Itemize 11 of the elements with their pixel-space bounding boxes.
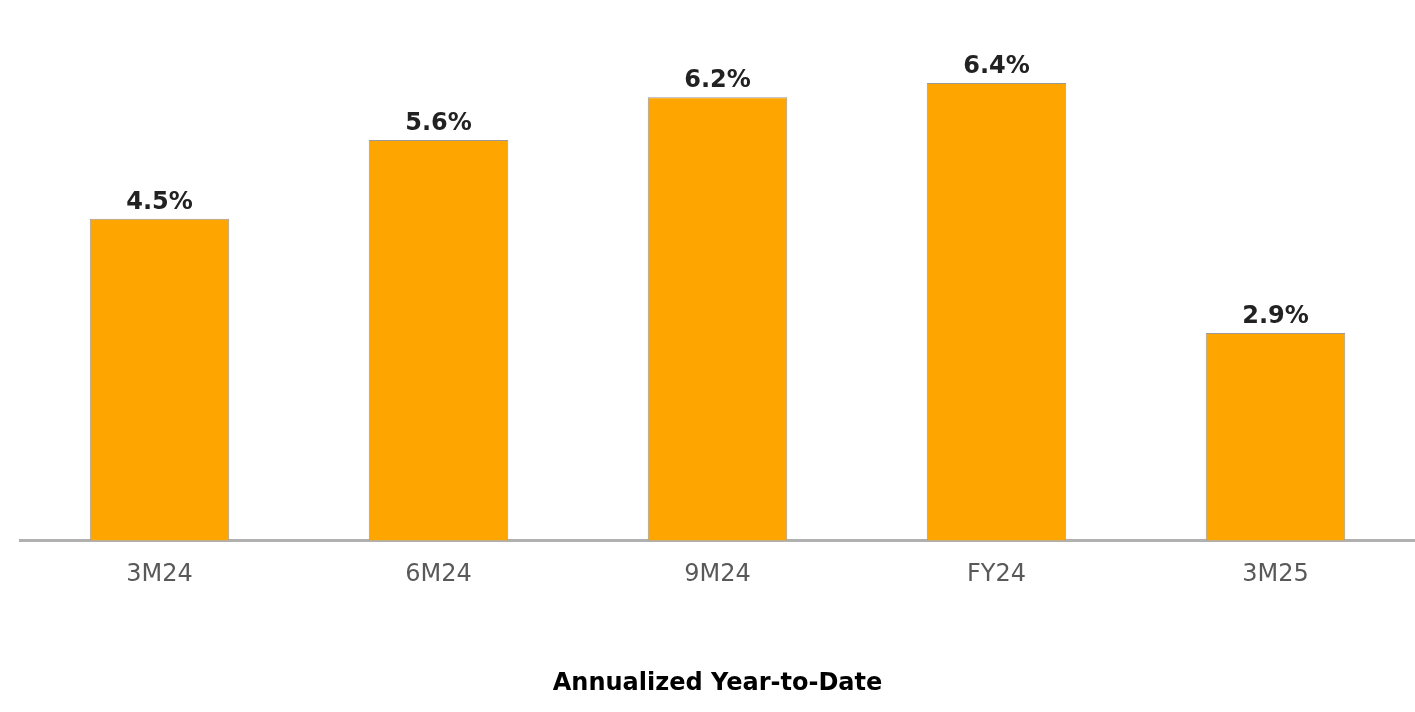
data-label: 6.2% bbox=[684, 65, 751, 94]
data-label: 2.9% bbox=[1242, 301, 1309, 330]
data-label: 6.4% bbox=[963, 51, 1030, 80]
x-tick-label: 3M25 bbox=[1242, 559, 1309, 588]
x-tick-label: FY24 bbox=[966, 559, 1027, 588]
x-tick-label: 6M24 bbox=[405, 559, 472, 588]
data-label: 4.5% bbox=[126, 186, 193, 215]
data-label: 5.6% bbox=[405, 108, 472, 137]
x-tick-label: 9M24 bbox=[684, 559, 751, 588]
x-axis-title: Annualized Year-to-Date bbox=[552, 667, 883, 696]
x-tick-label: 3M24 bbox=[126, 559, 193, 588]
